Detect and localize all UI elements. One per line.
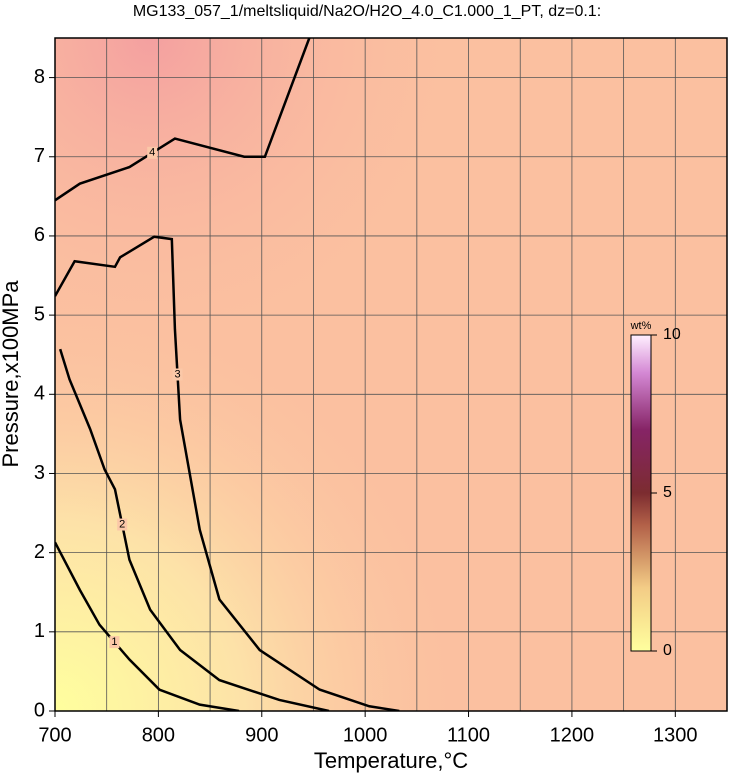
x-axis-label: Temperature,°C (314, 748, 468, 773)
colorbar (630, 334, 652, 652)
contour-line (55, 38, 311, 202)
x-tick-label: 1300 (653, 724, 698, 746)
contour-label-bg (117, 518, 128, 531)
x-tick-label: 1100 (447, 724, 490, 746)
contour-label-bg (109, 636, 120, 649)
y-axis-label: Pressure,x100MPa (0, 280, 23, 468)
plot-frame (54, 37, 728, 712)
y-tick-label: 3 (34, 462, 45, 484)
x-tick-label: 700 (38, 724, 71, 746)
contour-label: 1 (111, 636, 117, 648)
x-tick-label: 1200 (550, 724, 595, 746)
y-tick-label: 6 (34, 224, 45, 246)
colorbar-tick-label: 5 (663, 484, 672, 501)
contour-label-bg (172, 368, 183, 381)
contour-line (55, 541, 240, 711)
contour-line (58, 348, 330, 711)
y-tick-label: 5 (34, 303, 45, 325)
contour-label: 2 (119, 518, 125, 530)
contour-label: 4 (149, 147, 155, 159)
contours: 1 2 3 4 (55, 38, 400, 711)
contour-label-bg (147, 146, 158, 159)
y-tick-label: 8 (34, 66, 45, 88)
chart-title: MG133_057_1/meltsliquid/Na2O/H2O_4.0_C1.… (133, 3, 601, 20)
y-tick-label: 0 (34, 699, 45, 721)
y-tick-label: 2 (34, 541, 45, 563)
contour-label: 3 (174, 368, 180, 380)
y-tick-label: 1 (34, 620, 45, 642)
colorbar-tick-label: 0 (663, 642, 672, 659)
grid (54, 38, 728, 712)
colorbar-tick-label: 10 (663, 326, 681, 343)
y-tick-label: 7 (34, 145, 45, 167)
y-tick-label: 4 (34, 383, 45, 405)
x-tick-label: 1000 (343, 724, 388, 746)
plot-fill (55, 38, 727, 711)
colorbar-label: wt% (630, 320, 652, 332)
x-tick-label: 900 (245, 724, 278, 746)
x-tick-label: 800 (142, 724, 175, 746)
